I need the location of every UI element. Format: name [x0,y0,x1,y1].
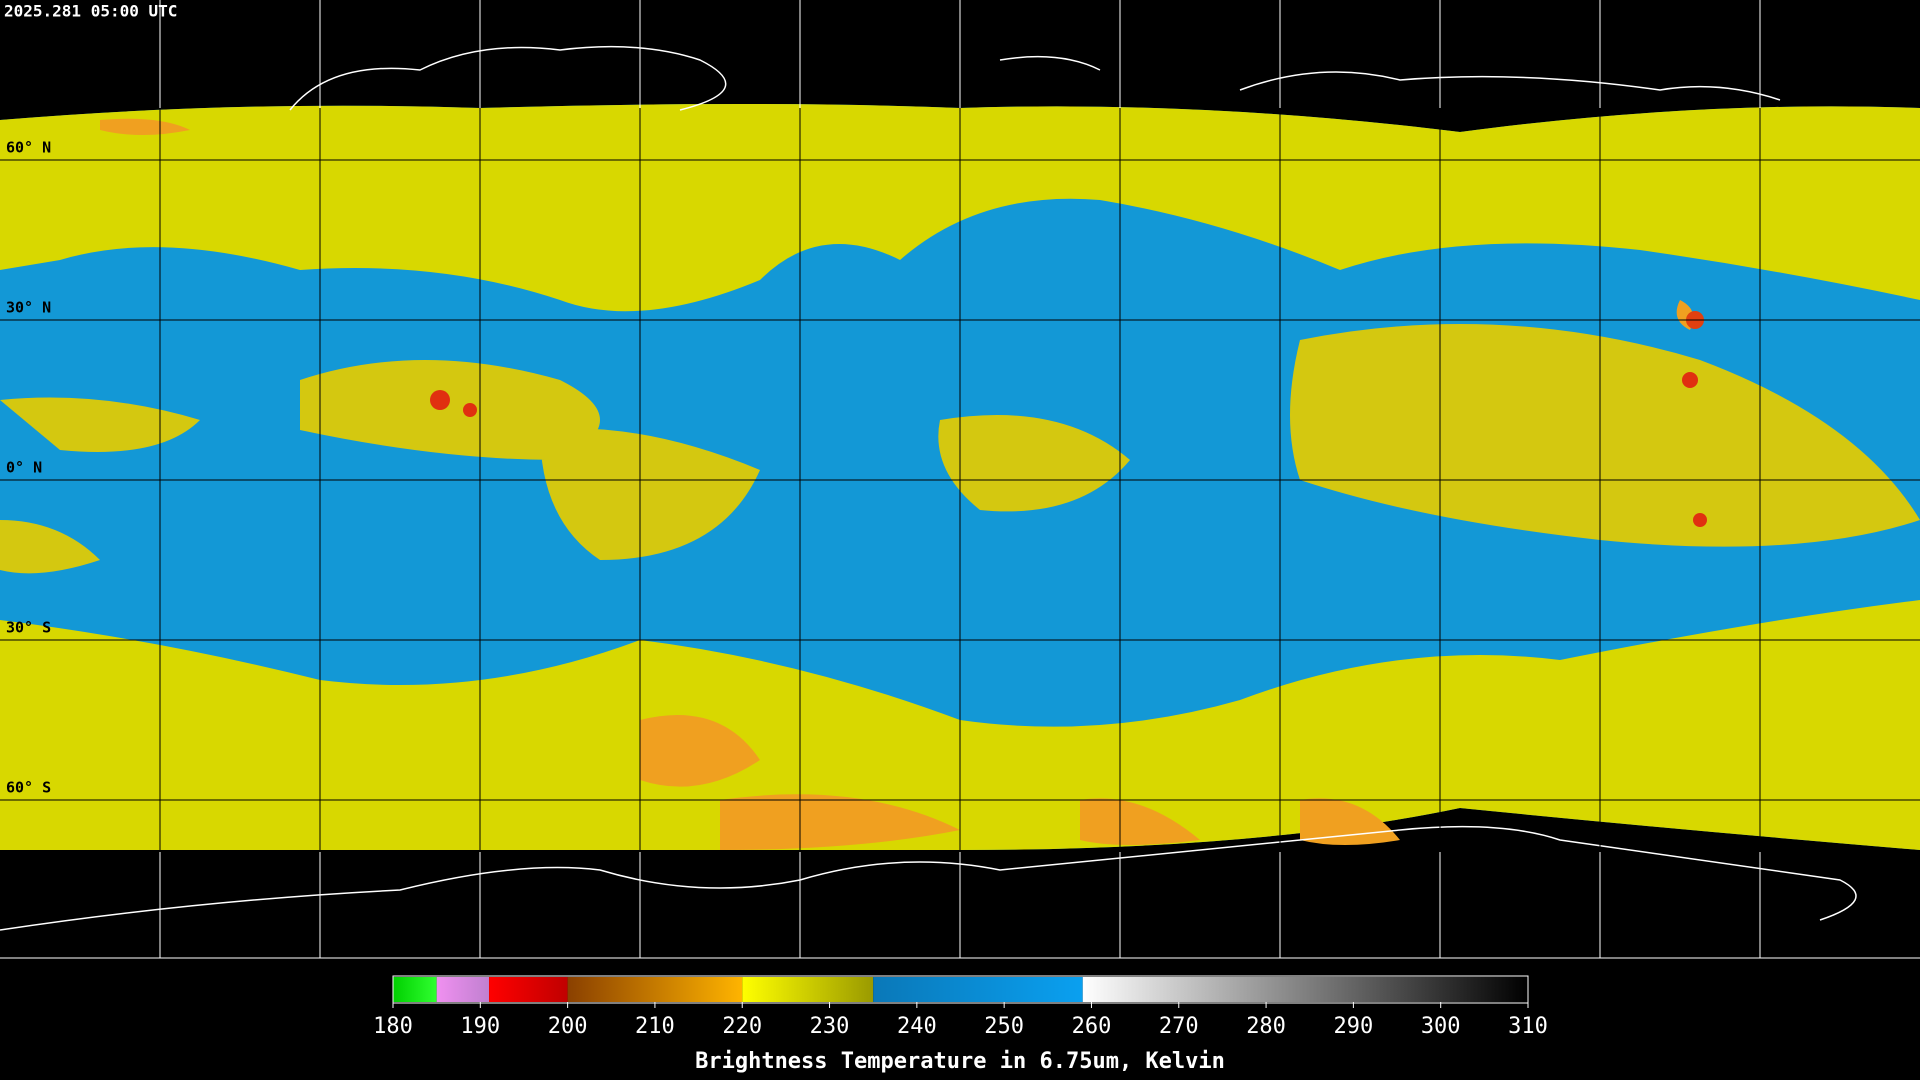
latitude-label: 30° S [6,619,51,637]
colorbar-tick-label: 290 [1334,1014,1374,1039]
colorbar-segment [1082,977,1528,1002]
latitude-label: 30° N [6,299,51,317]
colorbar-tick-label: 260 [1072,1014,1112,1039]
colorbar-segment [742,977,874,1002]
latitude-label: 60° S [6,779,51,797]
colorbar-segment [489,977,568,1002]
colorbar-segment [567,977,743,1002]
colorbar-tick-label: 250 [984,1014,1024,1039]
colorbar-frame [392,975,1529,1004]
colorbar-tick-label: 200 [548,1014,588,1039]
colorbar-tick-label: 190 [460,1014,500,1039]
colorbar-segment [436,977,490,1002]
colorbar-tick-label: 180 [373,1014,413,1039]
colorbar-title: Brightness Temperature in 6.75um, Kelvin [695,1049,1225,1074]
colorbar-tick-label: 210 [635,1014,675,1039]
colorbar-tick-label: 310 [1508,1014,1548,1039]
colorbar-tick-label: 270 [1159,1014,1199,1039]
colorbar-segment [393,977,437,1002]
colorbar-tick-label: 280 [1246,1014,1286,1039]
lat-lon-grid [0,0,1920,960]
colorbar-tick-label: 230 [810,1014,850,1039]
latitude-label: 0° N [6,459,42,477]
latitude-label: 60° N [6,139,51,157]
colorbar-tick-label: 240 [897,1014,937,1039]
timestamp: 2025.281 05:00 UTC [4,2,177,21]
colorbar-tick-label: 220 [722,1014,762,1039]
polar-coastlines [0,45,1857,931]
colorbar-tick-label: 300 [1421,1014,1461,1039]
colorbar-segment [873,977,1083,1002]
